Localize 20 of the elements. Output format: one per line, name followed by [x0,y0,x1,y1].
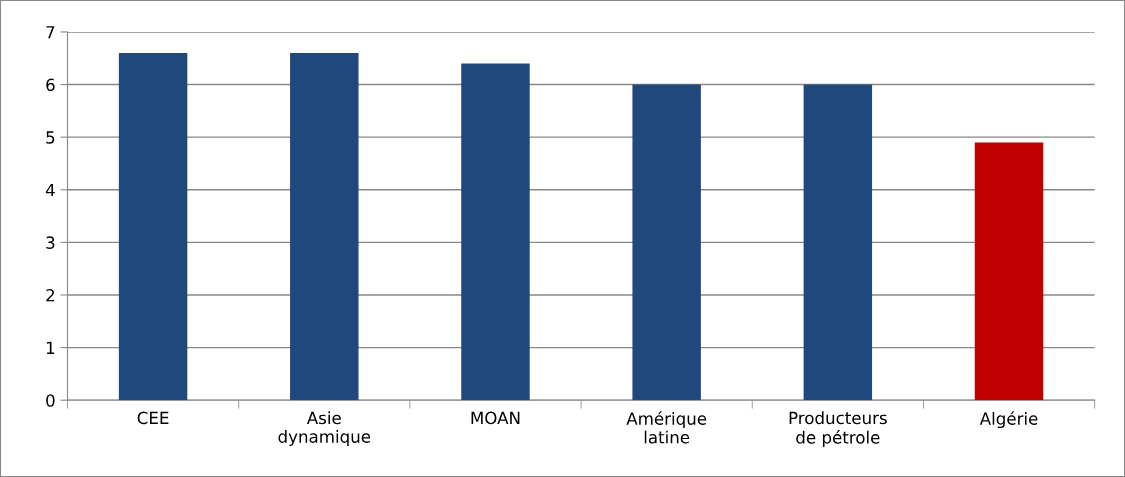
x-tick-label: CEE [137,411,169,425]
x-tick-label: Producteurs de pétrole [789,411,887,447]
y-tick-label: 6 [46,78,55,92]
x-tick-label: Amérique latine [626,411,707,444]
y-tick-label: 5 [46,131,55,144]
y-tick-label: 4 [45,183,55,197]
bar [461,63,530,401]
bar [290,53,359,401]
y-tick-label: 3 [46,236,55,249]
y-tick-label: 1 [46,341,55,354]
bar [803,84,873,401]
y-tick-label: 0 [46,394,55,407]
bar [974,142,1044,401]
x-tick-label: MOAN [471,411,520,425]
y-tick-label: 7 [46,26,55,39]
bar [118,53,188,401]
x-tick-label: Asie dynamique [278,411,371,447]
y-tick-label: 2 [46,288,55,302]
x-tick-label: Algérie [979,411,1038,429]
bar [632,84,701,401]
